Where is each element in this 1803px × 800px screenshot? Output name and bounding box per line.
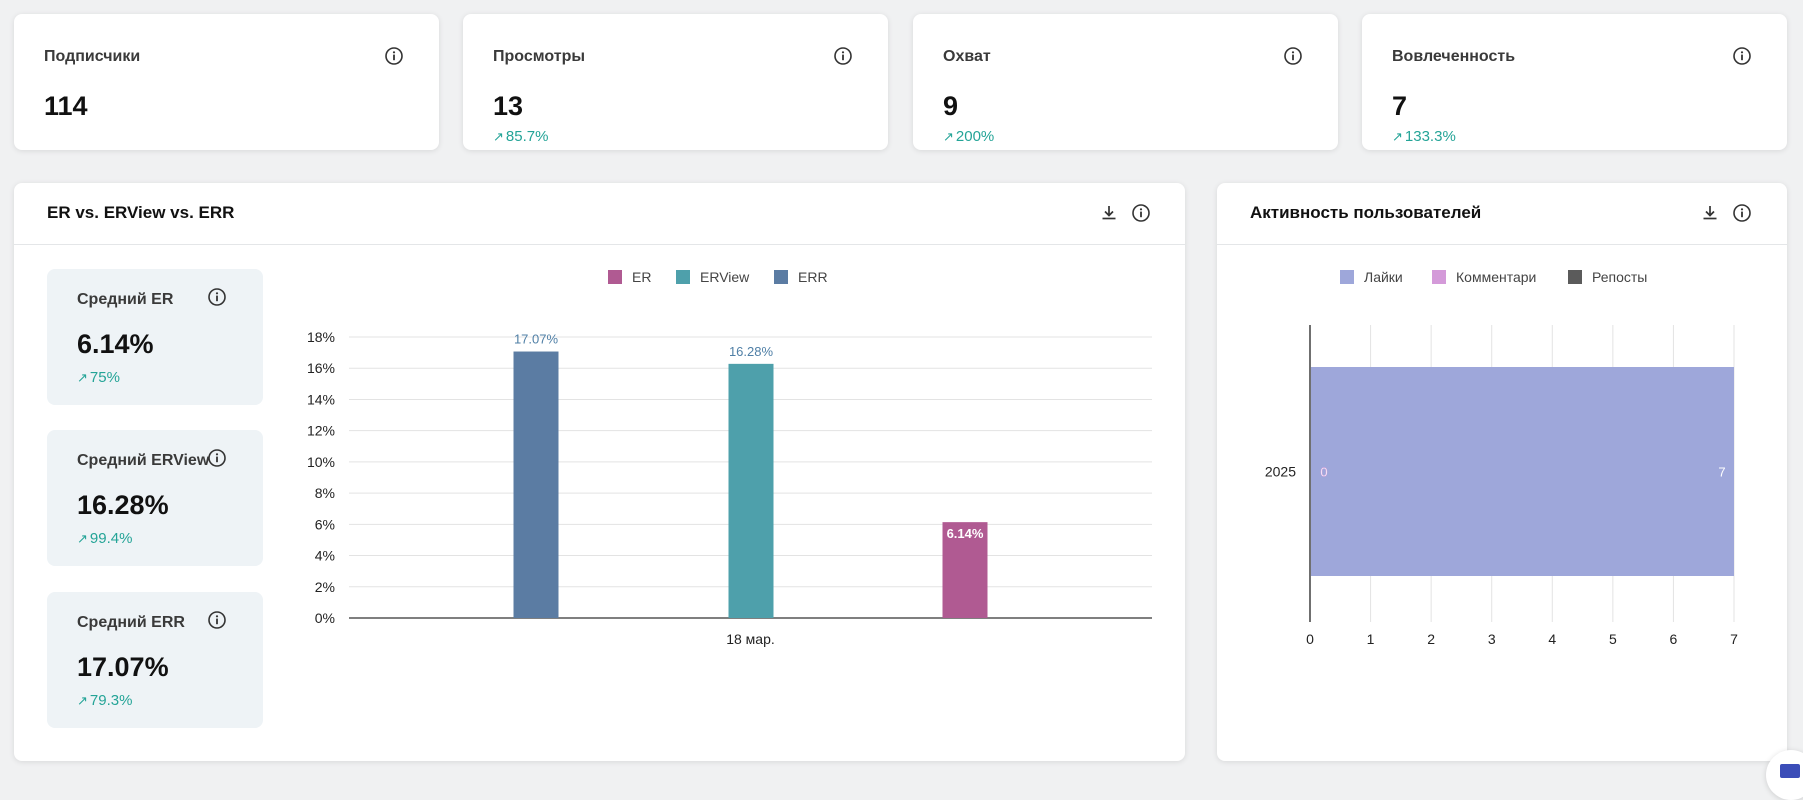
stat-value: 7 — [1392, 91, 1408, 121]
avg-err-title: Средний ERR — [77, 614, 185, 631]
arrow-up-right-icon: ↗ — [493, 129, 504, 144]
info-icon[interactable] — [207, 448, 227, 468]
legend-item-comments[interactable]: Комментари — [1432, 269, 1536, 285]
info-icon[interactable] — [833, 46, 853, 66]
stat-value: 9 — [943, 91, 959, 121]
legend-item-likes[interactable]: Лайки — [1340, 269, 1403, 285]
avg-erview-value: 16.28% — [77, 490, 169, 520]
legend-item-erview[interactable]: ERView — [676, 269, 749, 285]
stat-title: Вовлеченность — [1392, 48, 1516, 65]
avg-er-card: Средний ER 6.14% ↗ 75% — [47, 269, 263, 405]
info-icon[interactable] — [207, 287, 227, 307]
arrow-up-right-icon: ↗ — [77, 370, 88, 385]
download-icon[interactable] — [1700, 203, 1720, 223]
avg-erview-title: Средний ERView — [77, 452, 210, 469]
stat-delta: ↗ 85.7% — [493, 128, 549, 145]
er-panel-title: ER vs. ERView vs. ERR — [47, 203, 235, 222]
y-tick-label: 6% — [315, 516, 335, 532]
legend-swatch — [608, 270, 622, 284]
y-tick-label: 10% — [307, 454, 335, 470]
stat-title: Подписчики — [44, 48, 141, 65]
avg-er-value: 6.14% — [77, 329, 154, 359]
bar-er — [942, 522, 988, 618]
legend-swatch — [676, 270, 690, 284]
info-icon[interactable] — [384, 46, 404, 66]
x-tick-label: 18 мар. — [726, 631, 775, 647]
y-tick-label: 4% — [315, 548, 335, 564]
avg-er-title: Средний ER — [77, 291, 174, 308]
y-tick-label: 16% — [307, 360, 335, 376]
y-tick-label: 18% — [307, 329, 335, 345]
legend-swatch — [1340, 270, 1354, 284]
avg-err-card: Средний ERR 17.07% ↗ 79.3% — [47, 592, 263, 728]
legend-item-er[interactable]: ER — [608, 269, 651, 285]
y-tick-label: 14% — [307, 391, 335, 407]
download-icon[interactable] — [1099, 203, 1119, 223]
bar-data-label: 16.28% — [729, 344, 774, 359]
info-icon[interactable] — [207, 610, 227, 630]
stat-card-views: Просмотры 13 ↗ 85.7% — [463, 14, 888, 150]
y-tick-label: 0% — [315, 610, 335, 626]
info-icon[interactable] — [1732, 46, 1752, 66]
y-tick-label: 8% — [315, 485, 335, 501]
arrow-up-right-icon: ↗ — [77, 693, 88, 708]
stat-card-engagement: Вовлеченность 7 ↗ 133.3% — [1362, 14, 1787, 150]
stat-delta: ↗ 200% — [943, 128, 995, 145]
avg-erview-card: Средний ERView 16.28% ↗ 99.4% — [47, 430, 263, 566]
divider — [1217, 244, 1787, 245]
er-chart: 0% 2% 4% 6% 8% 10% 12% 14% 16% 18% 17.07% 16.28% 6.1… — [307, 329, 1152, 647]
legend-item-err[interactable]: ERR — [774, 269, 828, 285]
stat-card-subscribers: Подписчики 114 — [14, 14, 439, 150]
avg-er-delta: ↗ 75% — [77, 369, 120, 386]
activity-panel-title: Активность пользователей — [1250, 203, 1482, 222]
y-tick-label: 2% — [315, 579, 335, 595]
avg-erview-delta: ↗ 99.4% — [77, 530, 133, 547]
chat-icon — [1780, 764, 1800, 778]
legend-swatch — [1432, 270, 1446, 284]
bar-data-label: 6.14% — [947, 526, 984, 541]
stat-value: 13 — [493, 91, 524, 121]
chat-widget-button[interactable] — [1766, 750, 1803, 800]
arrow-up-right-icon: ↗ — [1392, 129, 1403, 144]
avg-err-delta: ↗ 79.3% — [77, 692, 133, 709]
legend-swatch — [774, 270, 788, 284]
arrow-up-right-icon: ↗ — [943, 129, 954, 144]
y-tick-label: 12% — [307, 423, 335, 439]
arrow-up-right-icon: ↗ — [77, 531, 88, 546]
stat-title: Охват — [943, 48, 991, 65]
stat-delta: ↗ 133.3% — [1392, 128, 1456, 145]
avg-err-value: 17.07% — [77, 652, 169, 682]
legend-swatch — [1568, 270, 1582, 284]
info-icon[interactable] — [1131, 203, 1151, 223]
bar-err — [513, 351, 559, 618]
stat-card-reach: Охват 9 ↗ 200% — [913, 14, 1338, 150]
info-icon[interactable] — [1732, 203, 1752, 223]
legend-item-reposts[interactable]: Репосты — [1568, 269, 1647, 285]
bar-data-label: 17.07% — [514, 332, 559, 347]
stat-value: 114 — [44, 91, 88, 121]
bar-erview — [728, 363, 774, 618]
divider — [14, 244, 1185, 245]
info-icon[interactable] — [1283, 46, 1303, 66]
stat-title: Просмотры — [493, 48, 586, 65]
